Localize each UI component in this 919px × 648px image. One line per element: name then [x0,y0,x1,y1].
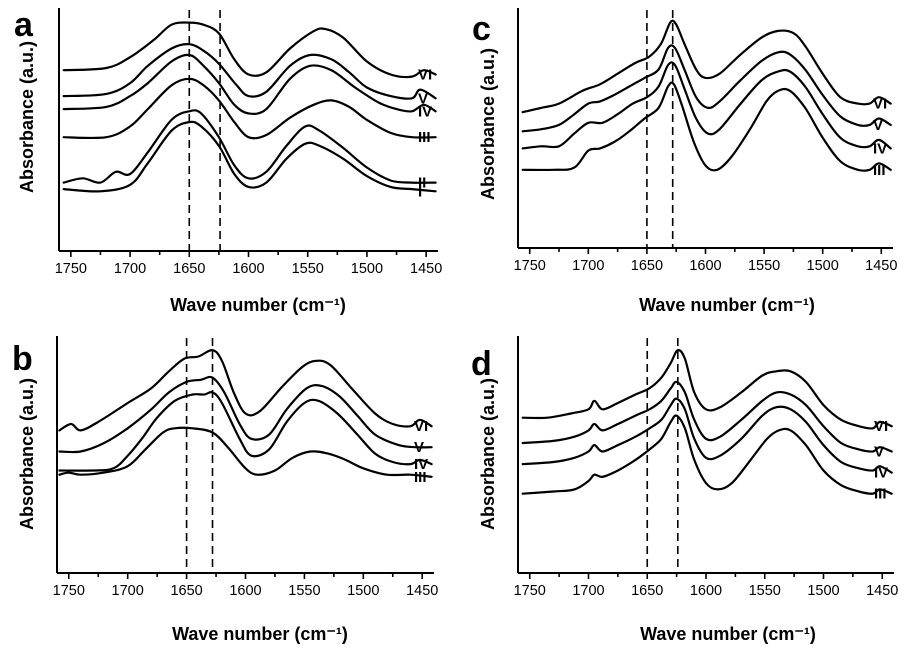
series-label-V: V [874,443,884,460]
spectrum-I [62,120,437,193]
x-axis-title: Wave number (cm⁻¹) [639,295,815,315]
series-label-VI: VI [873,96,887,113]
x-axis-title: Wave number (cm⁻¹) [170,295,346,315]
spectrum-IV [521,61,892,150]
series-label-III: III [418,129,431,146]
spectrum-III [62,77,437,140]
x-tick-label: 1700 [572,583,604,599]
spectrum-IV [62,53,437,115]
spectrum-VI [521,348,893,430]
x-tick-label: 1700 [112,583,144,599]
x-tick-label: 1600 [229,583,261,599]
spectrum-VI [58,349,433,432]
series-label-VI: VI [414,418,428,435]
panel-letter: c [472,10,491,48]
spectrum-IV [58,390,433,472]
series-label-II: II [418,175,426,192]
x-tick-label: 1550 [292,261,324,277]
x-tick-label: 1650 [631,583,663,599]
spectrum-VI [62,21,437,79]
x-tick-label: 1750 [53,583,85,599]
series-label-IV: IV [414,456,428,473]
x-tick-label: 1700 [572,258,604,274]
panel-letter: b [12,340,33,378]
spectrum-III [521,414,893,495]
series-label-III: III [873,162,886,179]
panel-letter: a [14,6,34,44]
x-tick-label: 1450 [865,258,897,274]
spectrum-V [521,44,892,133]
x-tick-label: 1550 [749,583,781,599]
spectrum-III [521,81,892,172]
y-axis-title: Absorbance (a.u.) [478,378,498,530]
x-tick-label: 1750 [55,261,87,277]
series-label-III: III [414,469,427,486]
y-axis-title: Absorbance (a.u.) [17,378,37,530]
x-tick-label: 1450 [410,261,442,277]
series-label-IV: IV [418,103,432,120]
spectrum-V [62,43,437,100]
y-axis-title: Absorbance (a.u.) [478,48,498,200]
x-tick-label: 1600 [690,583,722,599]
x-tick-label: 1650 [631,258,663,274]
series-label-III: III [874,486,887,503]
series-label-I: I [418,183,422,200]
x-axis-title: Wave number (cm⁻¹) [640,624,816,644]
x-tick-label: 1650 [173,261,205,277]
panel-d: d 1750 1700 1650 1600 1550 1500 1450 VI V IV III Abs… [471,336,898,644]
series-label-IV: IV [873,140,887,157]
x-axis-title: Wave number (cm⁻¹) [172,624,348,644]
series-label-V: V [418,90,428,107]
spectrum-IV [521,397,893,474]
series-label-IV: IV [874,465,888,482]
x-tick-label: 1550 [748,258,780,274]
x-tick-label: 1500 [351,261,383,277]
spectrum-II [62,109,437,184]
series-label-VI: VI [418,66,432,83]
x-tick-label: 1500 [807,583,839,599]
x-tick-label: 1650 [170,583,202,599]
series-label-VI: VI [874,418,888,435]
x-tick-label: 1500 [807,258,839,274]
series-label-V: V [873,117,883,134]
x-tick-label: 1700 [114,261,146,277]
x-tick-label: 1550 [288,583,320,599]
spectrum-V [58,375,433,454]
panel-letter: d [471,345,492,383]
x-tick-label: 1450 [406,583,438,599]
panel-c: c 1750 1700 1650 1600 1550 1500 1450 VI V IV III Abs… [472,8,897,315]
x-tick-label: 1750 [514,258,546,274]
spectrum-V [521,380,893,453]
x-tick-label: 1750 [514,583,546,599]
series-label-V: V [414,439,424,456]
x-tick-label: 1600 [232,261,264,277]
x-tick-label: 1500 [347,583,379,599]
x-tick-label: 1600 [689,258,721,274]
x-tick-label: 1450 [866,583,898,599]
spectrum-III [58,426,433,478]
spectrum-VI [521,19,892,114]
y-axis-title: Absorbance (a.u.) [17,41,37,193]
